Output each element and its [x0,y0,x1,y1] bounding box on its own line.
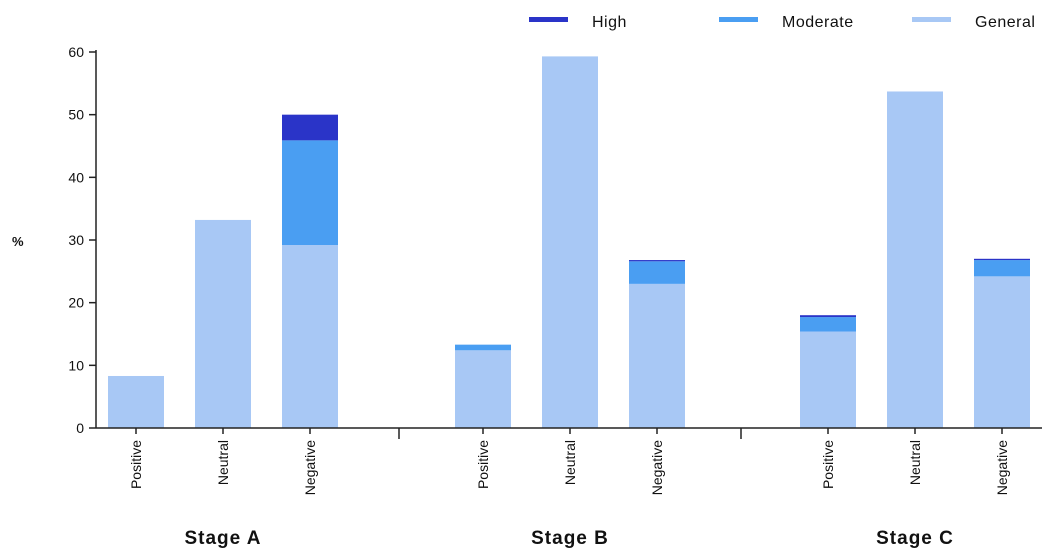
bar-stage-c-positive-moderate [800,317,856,332]
bar-stage-a-negative-general [282,245,338,428]
bar-stage-a-positive-general [108,375,164,428]
x-tick-label: Neutral [562,440,578,485]
x-tick-label: Neutral [215,440,231,485]
bar-stage-a-negative-moderate [282,140,338,246]
legend-item-moderate: Moderate [719,14,854,31]
bar-stage-b-negative-general [629,283,685,428]
legend-label: General [975,14,1035,31]
bar-stage-c-positive-high [800,315,856,318]
bar-stage-c-neutral-general [887,91,943,428]
group-label-stage-b: Stage B [531,528,609,549]
legend-swatch [912,17,951,22]
bar-stage-c-positive-general [800,331,856,428]
y-tick-label: 0 [76,420,84,436]
legend-label: Moderate [782,14,854,31]
x-tick-label: Positive [128,440,144,489]
bar-stage-b-negative-high [629,260,685,262]
legend-item-general: General [912,14,1035,31]
bar-stage-b-neutral-general [542,56,598,429]
x-tick-label: Neutral [907,440,923,485]
group-label-stage-c: Stage C [876,528,954,549]
bar-stage-b-positive-general [455,350,511,428]
y-tick-label: 60 [68,44,84,60]
x-axis: Positive Neutral Negative Stage A Positive Ne… [96,427,1042,549]
bar-stage-c-negative-moderate [974,260,1030,277]
legend-label: High [592,14,627,31]
y-axis-label: % [12,234,24,249]
bar-stage-a-neutral-general [195,219,251,428]
chart-legend: High Moderate General [529,14,1035,31]
y-axis: 0 10 20 30 40 50 60 [68,44,97,436]
bar-stage-a-negative-high [282,114,338,141]
bars [108,56,1030,429]
legend-swatch [719,17,758,22]
y-tick-label: 30 [68,232,84,248]
x-tick-label: Negative [302,440,318,495]
bar-stage-b-positive-moderate [455,344,511,351]
bar-stage-c-negative-general [974,276,1030,428]
x-tick-label: Negative [994,440,1010,495]
legend-swatch [529,17,568,22]
y-tick-label: 50 [68,107,84,123]
bar-stage-b-negative-moderate [629,261,685,284]
y-tick-label: 40 [68,169,84,185]
y-tick-label: 20 [68,295,84,311]
x-tick-label: Positive [475,440,491,489]
x-tick-label: Positive [820,440,836,489]
group-label-stage-a: Stage A [184,528,261,549]
y-tick-label: 10 [68,357,84,373]
legend-item-high: High [529,14,627,31]
bar-stage-c-negative-high [974,258,1030,261]
x-tick-label: Negative [649,440,665,495]
